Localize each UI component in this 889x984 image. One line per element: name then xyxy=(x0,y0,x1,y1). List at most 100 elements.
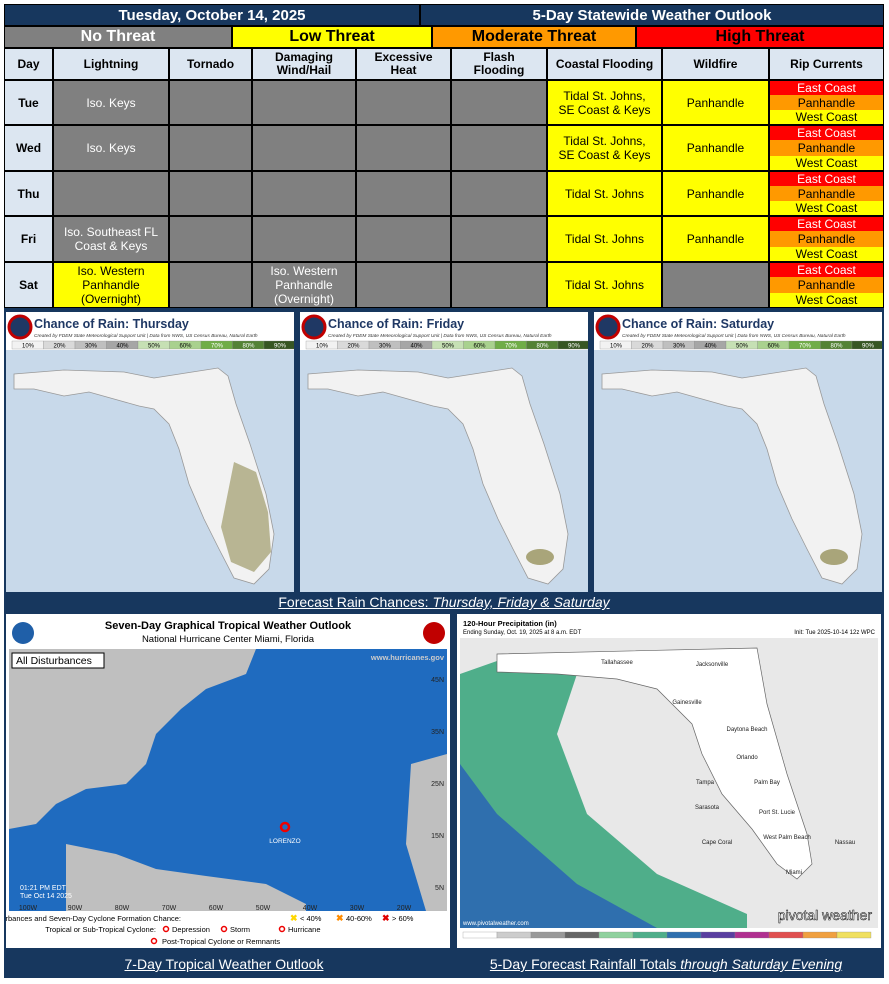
scale-label: 30% xyxy=(379,344,392,350)
map-credit: Created by FDEM State Meteorological Sup… xyxy=(622,333,846,339)
filter-label: All Disturbances xyxy=(16,655,92,667)
legend-line: Current Disturbances and Seven-Day Cyclo… xyxy=(6,914,181,923)
city-label: Tallahassee xyxy=(601,660,633,666)
threat-cell: Iso. Keys xyxy=(53,125,169,171)
scale-label: 20% xyxy=(53,344,66,350)
scale-label: 10% xyxy=(610,344,623,350)
threat-cell xyxy=(356,125,451,171)
column-header: Coastal Flooding xyxy=(547,48,662,80)
florida-land xyxy=(601,367,863,585)
threat-cell xyxy=(356,171,451,216)
florida-land xyxy=(13,367,275,585)
city-label: Jacksonville xyxy=(696,662,729,668)
scale-label: 50% xyxy=(148,344,161,350)
city-label: Miami xyxy=(786,870,802,876)
precip-scale xyxy=(564,931,600,939)
scale-label: 10% xyxy=(316,344,329,350)
website: www.pivotalweather.com xyxy=(462,921,529,927)
precip-caption: 5-Day Forecast Rainfall Totals through S… xyxy=(448,950,884,978)
threat-cell: Tidal St. Johns, SE Coast & Keys xyxy=(547,125,662,171)
scale-swatch xyxy=(851,340,882,350)
column-header: Tornado xyxy=(169,48,252,80)
threat-cell: Panhandle xyxy=(662,125,769,171)
florida xyxy=(601,367,863,585)
time-stamp: 01:21 PM EDT Tue Oct 14 2025 xyxy=(20,885,72,900)
rip-current-cell: East Coast xyxy=(769,216,884,232)
lat-label: 45N xyxy=(431,677,444,684)
map-title: Chance of Rain: Friday xyxy=(328,317,464,331)
threat-cell: Panhandle xyxy=(662,80,769,125)
scale-label: 70% xyxy=(505,344,518,350)
threat-cell: Iso. Southeast FL Coast & Keys xyxy=(53,216,169,262)
scale-label: 60% xyxy=(179,344,192,350)
logo xyxy=(595,314,621,340)
scale-label: 40% xyxy=(410,344,423,350)
day-cell: Sat xyxy=(4,262,53,308)
threat-legend: No Threat xyxy=(4,26,232,48)
land xyxy=(9,649,256,829)
time-line: 01:21 PM EDT xyxy=(20,885,67,892)
scale-swatch xyxy=(557,340,588,350)
caption-italic: through Saturday Evening xyxy=(680,956,843,972)
threat-cell xyxy=(662,262,769,308)
scale-label: 70% xyxy=(211,344,224,350)
threat-cell: Iso. Western Panhandle (Overnight) xyxy=(53,262,169,308)
city-label: Port St. Lucie xyxy=(759,810,796,816)
precip-scale xyxy=(734,931,770,939)
rain-map: Chance of Rain: Saturday Created by FDEM … xyxy=(594,312,882,592)
rip-current-cell: West Coast xyxy=(769,292,884,308)
precip-scale xyxy=(530,931,566,939)
rip-current-cell: Panhandle xyxy=(769,95,884,110)
threat-cell xyxy=(356,80,451,125)
rip-current-cell: East Coast xyxy=(769,262,884,278)
map-title: Chance of Rain: Thursday xyxy=(34,317,189,331)
legend-line: Post-Tropical Cyclone or Remnants xyxy=(162,937,280,946)
cyclone-label: Depression xyxy=(172,925,210,934)
cyclone-icon xyxy=(162,925,170,933)
rip-current-cell: West Coast xyxy=(769,155,884,171)
rip-current-cell: West Coast xyxy=(769,110,884,125)
caption-text: 5-Day Forecast Rainfall Totals xyxy=(489,956,681,972)
remnant-icon xyxy=(150,937,158,945)
threat-cell xyxy=(169,262,252,308)
column-header: Lightning xyxy=(53,48,169,80)
cyclone-label: Hurricane xyxy=(288,925,321,934)
day-cell: Tue xyxy=(4,80,53,125)
threat-legend: Low Threat xyxy=(232,26,432,48)
tropical-title: Seven-Day Graphical Tropical Weather Out… xyxy=(105,620,352,632)
scale-label: 40% xyxy=(116,344,129,350)
threat-cell xyxy=(169,216,252,262)
lon-label: 70W xyxy=(162,905,177,912)
precip-subtitle: Ending Sunday, Oct. 19, 2025 at 8 a.m. E… xyxy=(463,630,582,636)
precip-scale xyxy=(836,931,872,939)
scale-label: 10% xyxy=(22,344,35,350)
caption-text: Forecast Rain Chances: xyxy=(278,594,433,610)
threat-cell xyxy=(451,262,547,308)
rain-caption: Forecast Rain Chances: Thursday, Friday … xyxy=(4,592,884,612)
city-label: Nassau xyxy=(835,840,855,846)
precip-scale xyxy=(462,931,498,939)
rip-current-cell: Panhandle xyxy=(769,277,884,293)
threat-cell: Tidal St. Johns xyxy=(547,171,662,216)
precip-title: 120-Hour Precipitation (in) xyxy=(463,619,557,628)
rip-current-cell: Panhandle xyxy=(769,231,884,247)
threat-cell xyxy=(451,216,547,262)
rain-area xyxy=(526,549,554,565)
column-header: Rip Currents xyxy=(769,48,884,80)
lat-label: 15N xyxy=(431,833,444,840)
threat-cell xyxy=(169,125,252,171)
precip-scale xyxy=(666,931,702,939)
chance-label: > 60% xyxy=(392,914,414,923)
land xyxy=(66,844,306,911)
scale-label: 20% xyxy=(641,344,654,350)
rain-map: Chance of Rain: Thursday Created by FDEM … xyxy=(6,312,294,592)
noaa-logo xyxy=(12,622,34,644)
threat-cell xyxy=(252,125,356,171)
threat-cell xyxy=(451,80,547,125)
logo xyxy=(7,314,33,340)
threat-cell xyxy=(356,216,451,262)
florida xyxy=(13,367,275,585)
chance-label: < 40% xyxy=(300,914,322,923)
chance-icon: ✖ xyxy=(382,913,390,923)
map-credit: Created by FDEM State Meteorological Sup… xyxy=(34,333,258,339)
